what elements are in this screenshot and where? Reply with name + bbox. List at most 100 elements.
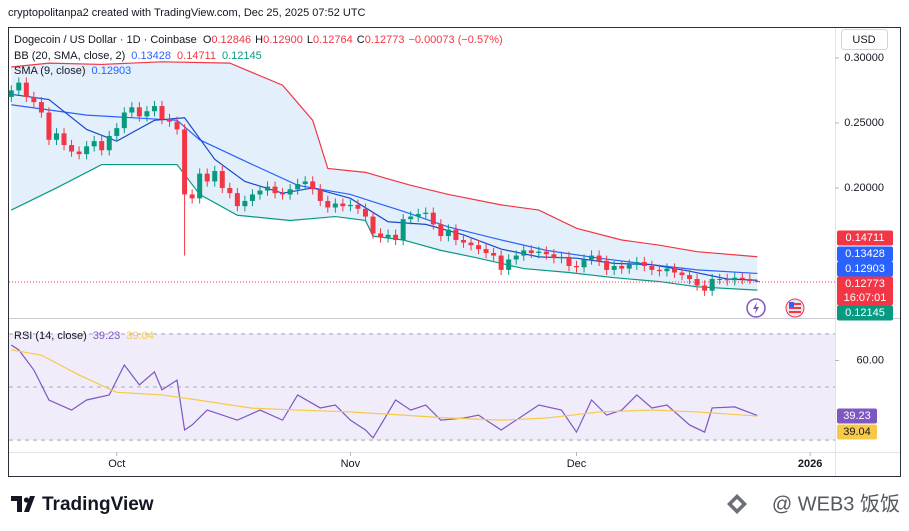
price-tag: [837, 276, 893, 306]
candle-body: [581, 259, 587, 268]
candle-body: [280, 193, 286, 195]
price-tag-label: 0.12773: [845, 278, 885, 290]
candle-body: [234, 193, 240, 207]
candle-body: [430, 212, 436, 225]
candle-body: [38, 102, 44, 113]
candle-body: [151, 106, 157, 112]
price-pane: [8, 61, 835, 296]
candle-body: [483, 249, 489, 253]
rsi-ma-value: 39.04: [126, 330, 154, 342]
candle-body: [31, 96, 37, 103]
candle-body: [566, 256, 572, 266]
candle-body: [724, 278, 730, 281]
ohlc-label: C: [357, 34, 365, 46]
x-tick-label: 2026: [798, 458, 822, 470]
candle-body: [649, 265, 655, 270]
candle-body: [121, 112, 127, 129]
candle-body: [619, 265, 625, 269]
candle-body: [415, 213, 421, 217]
candle-body: [69, 145, 75, 152]
candle-body: [453, 229, 459, 240]
legend-bb: BB (20, SMA, close, 2) 0.13428 0.14711 0.12…: [14, 50, 262, 62]
candle-body: [84, 146, 90, 155]
candle-body: [378, 233, 384, 238]
sma-value: 0.12903: [92, 65, 132, 77]
pane-icons: [746, 298, 805, 318]
candle-body: [159, 106, 165, 120]
rsi-value: 39.23: [93, 330, 121, 342]
price-tag-label: 0.12145: [845, 307, 885, 319]
candle-body: [513, 255, 519, 260]
rsi-pane: [9, 333, 835, 441]
currency-button[interactable]: USD: [841, 29, 888, 50]
flag-canton: [789, 302, 794, 307]
y-tick-label: 60.00: [856, 354, 884, 366]
candle-body: [747, 278, 753, 281]
price-tag-label: 0.12903: [845, 263, 885, 275]
candle-body: [317, 189, 323, 201]
value-tag-label: 39.04: [843, 426, 871, 438]
candle-body: [167, 119, 173, 122]
candle-body: [227, 187, 233, 194]
candle-body: [543, 251, 549, 255]
ohlc-value: 0.12764: [313, 34, 353, 46]
flag-stripe: [789, 307, 801, 309]
ohlc-label: O: [203, 34, 212, 46]
candle-body: [287, 189, 293, 195]
candle-body: [91, 141, 97, 147]
lightning-glyph: [753, 302, 759, 314]
symbol: Dogecoin / US Dollar · 1D · Coinbase: [14, 34, 197, 46]
candle-body: [114, 128, 120, 136]
flag-stripe: [789, 311, 801, 313]
value-tag: [837, 408, 877, 424]
rsi-line: [10, 344, 758, 439]
candle-body: [521, 250, 527, 256]
candle-body: [257, 190, 263, 195]
legend: Dogecoin / US Dollar · 1D · Coinbase O 0.1…: [14, 34, 503, 342]
y-tick-label: 0.30000: [844, 52, 884, 64]
price-tag: [837, 246, 893, 262]
price-tag: [837, 230, 893, 246]
candle-body: [23, 82, 29, 97]
candle-body: [310, 181, 316, 190]
x-tick-label: Nov: [341, 458, 361, 470]
candle-body: [679, 272, 685, 276]
candle-body: [385, 234, 391, 238]
ohlc-value: 0.12900: [263, 34, 303, 46]
candle-body: [604, 260, 610, 270]
candle-body: [589, 255, 595, 260]
candle-body: [182, 129, 188, 195]
candle-body: [347, 204, 353, 207]
x-tick-label: Dec: [567, 458, 587, 470]
candle-body: [393, 234, 399, 240]
candle-body: [76, 151, 82, 155]
currency-label[interactable]: USD: [852, 34, 875, 46]
ohlc-label: L: [307, 34, 313, 46]
candle-body: [362, 208, 368, 217]
price-tag: [837, 305, 893, 321]
candle-body: [242, 200, 248, 207]
candle-body: [302, 181, 308, 185]
candle-body: [671, 268, 677, 273]
candle-body: [634, 262, 640, 265]
footer: TradingView @ WEB3 饭饭: [11, 492, 900, 515]
candle-body: [438, 224, 444, 237]
currency-button-box[interactable]: [841, 29, 888, 50]
band-fill: [11, 61, 758, 291]
candle-body: [611, 265, 617, 270]
change: −0.00073 (−0.57%): [408, 34, 502, 46]
candle-body: [46, 112, 52, 140]
bb-basis: 0.13428: [131, 50, 171, 62]
bb-upper: 0.14711: [177, 50, 216, 62]
candle-body: [664, 268, 670, 272]
candle-body: [573, 265, 579, 268]
candle-body: [370, 216, 376, 234]
candle-body: [498, 255, 504, 270]
candle-body: [687, 275, 693, 279]
brand-logo-dot: [23, 497, 30, 503]
candle-body: [99, 141, 105, 151]
watermark: @ WEB3 饭饭: [772, 492, 900, 515]
candle-body: [528, 250, 534, 253]
candle-body: [212, 171, 218, 182]
